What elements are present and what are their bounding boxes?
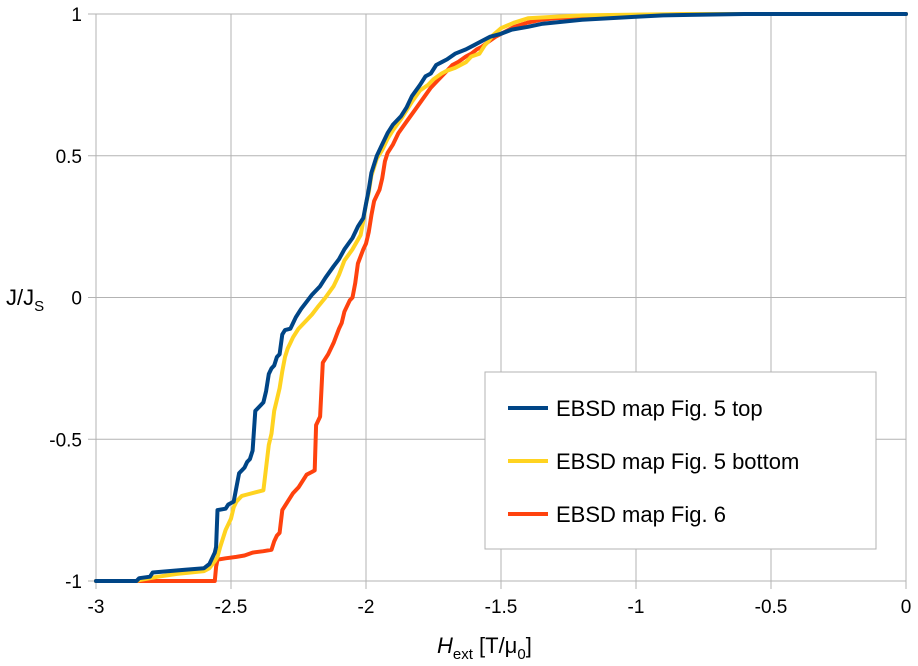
x-tick-label: -1 <box>628 597 645 618</box>
x-axis-label-sub: ext <box>453 646 474 663</box>
axes <box>88 13 907 589</box>
y-tick-label: 0.5 <box>56 147 82 168</box>
y-axis-label-sub: S <box>34 298 44 315</box>
legend: EBSD map Fig. 5 top EBSD map Fig. 5 bott… <box>484 371 877 550</box>
x-tick-label: -3 <box>88 597 105 618</box>
series-line-fig5-top <box>94 12 908 583</box>
series-lines <box>94 12 908 583</box>
x-axis-label-main: H <box>437 633 453 658</box>
x-tick-label: -2.5 <box>215 597 248 618</box>
x-tick-label: 0 <box>901 597 912 618</box>
series-line-fig5-bottom <box>94 12 908 583</box>
y-tick-label: 0 <box>71 289 82 310</box>
x-tick-label: -0.5 <box>755 597 788 618</box>
y-tick-label: -1 <box>65 572 82 593</box>
legend-label-fig5-top: EBSD map Fig. 5 top <box>556 396 763 421</box>
legend-label-fig6: EBSD map Fig. 6 <box>556 502 726 527</box>
x-axis-label: Hext [T/μ0] <box>437 633 532 663</box>
x-tick-label: -2 <box>358 597 375 618</box>
tick-labels: -3 -2.5 -2 -1.5 -1 -0.5 0 -1 -0.5 0 0.5 1 <box>49 5 911 618</box>
x-axis-label-rest: [T/μ <box>473 633 517 658</box>
x-tick-label: -1.5 <box>485 597 518 618</box>
y-tick-label: -0.5 <box>49 430 82 451</box>
legend-label-fig5-bottom: EBSD map Fig. 5 bottom <box>556 449 799 474</box>
x-axis-label-rest-end: ] <box>526 633 532 658</box>
x-axis-label-rest-sub: 0 <box>517 646 525 663</box>
legend-box <box>484 371 877 550</box>
y-tick-label: 1 <box>71 5 82 26</box>
y-axis-label: J/JS <box>6 285 44 315</box>
y-axis-label-main: J/J <box>6 285 34 310</box>
